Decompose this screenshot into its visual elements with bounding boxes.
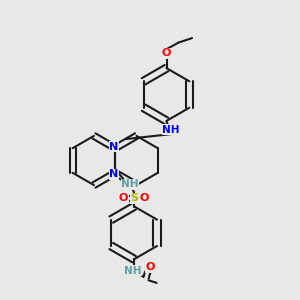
Text: N: N [109,169,118,179]
Text: O: O [140,193,149,203]
Text: O: O [162,48,171,58]
Text: O: O [146,262,155,272]
Text: N: N [109,142,118,152]
Text: NH: NH [124,266,141,276]
Text: NH: NH [162,125,180,135]
Text: NH: NH [122,179,139,189]
Text: S: S [130,193,138,203]
Text: O: O [119,193,128,203]
